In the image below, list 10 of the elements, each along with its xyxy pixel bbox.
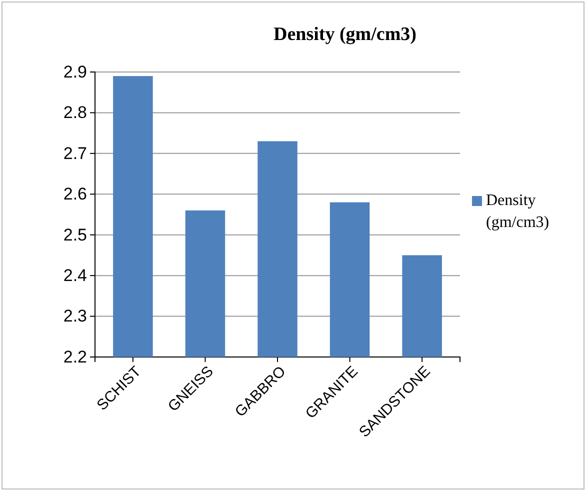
y-tick-label: 2.8 bbox=[63, 103, 87, 122]
y-tick-label: 2.3 bbox=[63, 306, 87, 326]
y-tick-label: 2.7 bbox=[63, 144, 87, 163]
y-tick-label: 2.2 bbox=[63, 347, 87, 366]
y-tick-label: 2.6 bbox=[63, 184, 87, 204]
legend-label: Density (gm/cm3) bbox=[486, 192, 550, 231]
y-tick-label: 2.9 bbox=[63, 62, 87, 82]
y-tick-label: 2.5 bbox=[63, 225, 87, 244]
chart-title: Density (gm/cm3) bbox=[274, 24, 416, 45]
y-tick-label: 2.4 bbox=[63, 266, 87, 286]
